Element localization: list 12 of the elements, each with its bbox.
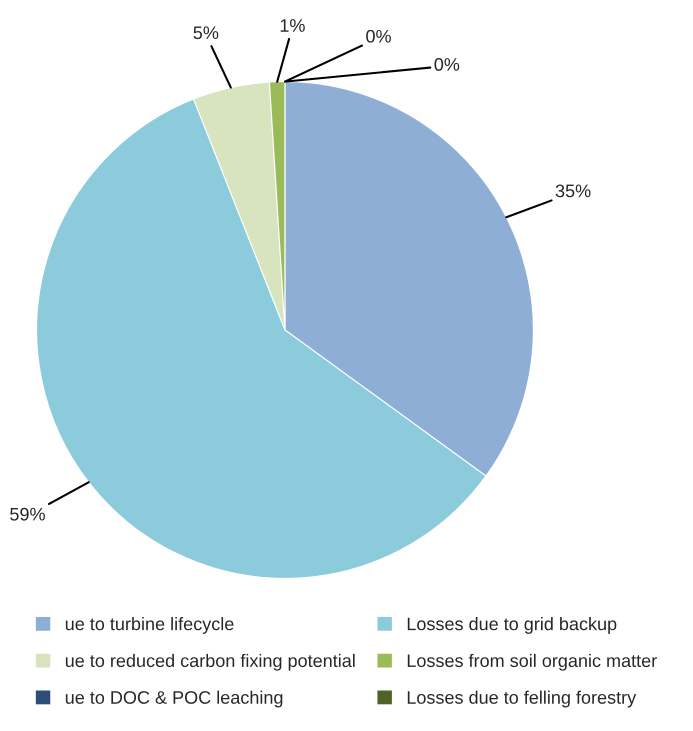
- legend-label: ue to turbine lifecycle: [66, 617, 234, 634]
- legend-label: ue to reduced carbon fixing potential: [66, 654, 355, 671]
- legend-label: Losses due to felling forestry: [408, 690, 636, 708]
- text: 0%: [366, 30, 391, 43]
- legend-label: Losses from soil organic matter: [408, 654, 657, 671]
- legend-label: ue to DOC & POC leaching: [66, 690, 282, 708]
- data-label: 5%: [194, 26, 218, 40]
- data-label: 35%: [556, 184, 591, 198]
- data-label: 59%: [10, 508, 45, 521]
- text: 0%: [434, 58, 460, 71]
- data-label: 1%: [280, 19, 305, 32]
- legend-label: Losses due to grid backup: [408, 617, 616, 634]
